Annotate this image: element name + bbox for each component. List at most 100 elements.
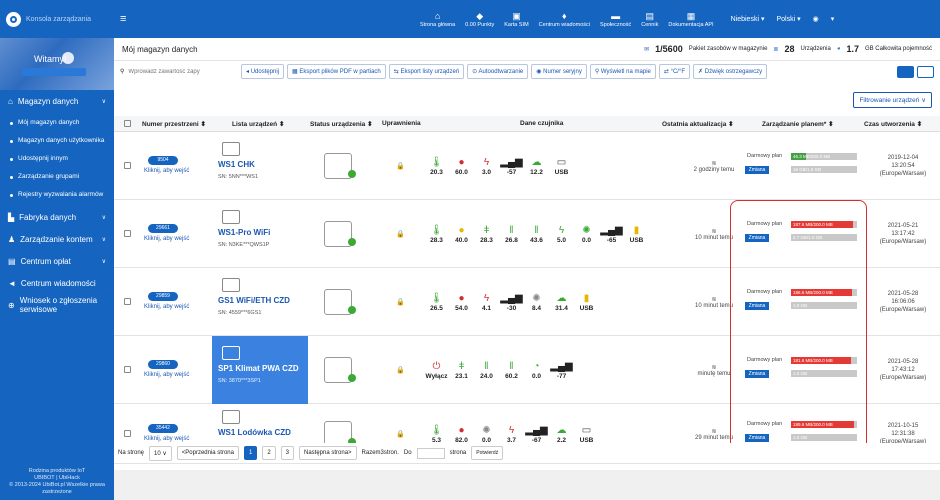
sensor-reading[interactable]: ǂ 23.1 (455, 361, 468, 380)
search-icon[interactable]: ⚲ (120, 69, 125, 75)
enter-link[interactable]: Kliknij, aby wejść (144, 304, 190, 310)
nav-item-4[interactable]: ▬ Społeczność (600, 10, 632, 28)
sidebar-item-billing[interactable]: ▤ Centrum opłat ∨ (8, 256, 106, 266)
nav-item-6[interactable]: ▦ Dokumentacja API (668, 10, 714, 28)
brand[interactable]: Konsola zarządzania (0, 0, 114, 38)
sensor-reading[interactable]: ✺ 0.0 (581, 225, 592, 244)
sensor-reading[interactable]: ● 82.0 (455, 425, 468, 444)
space-number-badge[interactable]: 29661 (148, 224, 178, 233)
confirm-button[interactable]: Potwierdź (471, 446, 504, 460)
sensor-reading[interactable]: 🌡 28.3 (430, 225, 443, 244)
sensor-reading[interactable]: ▭ USB (554, 157, 569, 176)
sidebar-item-share[interactable]: Udostępnij innym (0, 152, 114, 166)
space-number-badge[interactable]: 29859 (148, 292, 178, 301)
device-name[interactable]: GS1 WiFi/ETH CZD (218, 296, 290, 305)
table-row[interactable]: 29860 Kliknij, aby wejść SP1 Klimat PWA … (114, 336, 940, 404)
unit-toggle-button[interactable]: ⇄ °C/°F (658, 64, 691, 79)
sensor-reading[interactable]: ● 60.0 (455, 157, 468, 176)
col-created[interactable]: Czas utworzenia ⬍ (864, 120, 923, 128)
nav-item-1[interactable]: ◆ 0.00 Punkty (465, 10, 495, 28)
sensor-reading[interactable]: ϟ 4.1 (481, 293, 492, 312)
sensor-reading[interactable]: ǁ 24.0 (480, 361, 493, 380)
sidebar-item-data-storage[interactable]: ⌂ Magazyn danych ∨ (8, 96, 106, 106)
sensor-reading[interactable]: ϟ 3.7 (506, 425, 517, 444)
account-icon[interactable]: ◉ (812, 16, 819, 23)
sensor-reading[interactable]: ǁ 26.8 (505, 225, 518, 244)
row-checkbox[interactable] (124, 430, 131, 437)
row-checkbox[interactable] (124, 366, 131, 373)
sensor-reading[interactable]: ϟ 3.0 (481, 157, 492, 176)
device-name[interactable]: WS1 Lodówka CZD (218, 428, 291, 437)
nav-item-0[interactable]: ⌂ Strona główna (420, 10, 456, 28)
sensor-reading[interactable]: ⏻ Wyłącz (425, 361, 448, 380)
sensor-reading[interactable]: ● 40.0 (455, 225, 468, 244)
table-row[interactable]: 35442 Kliknij, aby wejść WS1 Lodówka CZD… (114, 404, 940, 464)
col-plan[interactable]: Zarządzanie planem* ⬍ (762, 120, 834, 128)
page-2-button[interactable]: 2 (262, 446, 276, 460)
space-number-badge[interactable]: 29860 (148, 360, 178, 369)
sensor-reading[interactable]: ▂▄▆ -65 (600, 225, 623, 244)
per-page-select[interactable]: 10 ∨ (149, 445, 172, 461)
sidebar-item-my-storage[interactable]: Mój magazyn danych (0, 116, 114, 130)
table-row[interactable]: 9504 Kliknij, aby wejść WS1 CHK SN: 5NN*… (114, 132, 940, 200)
table-row[interactable]: 29661 Kliknij, aby wejść WS1-Pro WiFi SN… (114, 200, 940, 268)
sensor-reading[interactable]: 🌡 5.3 (430, 425, 443, 444)
sensor-reading[interactable]: ▮ USB (629, 225, 644, 244)
prev-page-button[interactable]: <Poprzednia strona (176, 446, 239, 460)
sensor-reading[interactable]: ▮ USB (579, 293, 594, 312)
sidebar-item-account[interactable]: ♟ Zarządzanie kontem ∨ (8, 234, 106, 244)
alarm-sound-button[interactable]: ✗ Dźwięk ostrzegawczy (693, 64, 768, 79)
change-plan-button[interactable]: Zmiana (745, 302, 769, 310)
language-menu[interactable]: Polski ▾ (776, 16, 801, 23)
change-plan-button[interactable]: Zmiana (745, 166, 769, 174)
sensor-reading[interactable]: ǁ 43.6 (530, 225, 543, 244)
space-number-badge[interactable]: 9504 (148, 156, 178, 165)
device-name[interactable]: WS1 CHK (218, 160, 255, 169)
serial-number-button[interactable]: ◉ Numer seryjny (531, 64, 587, 79)
next-page-button[interactable]: Następna strona> (299, 446, 357, 460)
grid-view-icon[interactable] (917, 65, 934, 78)
sensor-reading[interactable]: ☁ 2.2 (556, 425, 567, 444)
avatar[interactable] (62, 52, 74, 64)
sensor-reading[interactable]: ✺ 8.4 (531, 293, 542, 312)
space-number-badge[interactable]: 35442 (148, 424, 178, 433)
sidebar-item-user-storage[interactable]: Magazyn danych użytkownika (0, 134, 114, 148)
device-name[interactable]: SP1 Klimat PWA CZD (218, 364, 299, 373)
sensor-reading[interactable]: ǁ 60.2 (505, 361, 518, 380)
sidebar-item-groups[interactable]: Zarządzanie grupami (0, 170, 114, 184)
goto-page-input[interactable] (416, 447, 445, 459)
row-checkbox[interactable] (124, 298, 131, 305)
change-plan-button[interactable]: Zmiana (745, 434, 769, 442)
user-menu[interactable]: Niebieski ▾ (730, 16, 765, 23)
sensor-reading[interactable]: ▂▄▆ -77 (550, 361, 573, 380)
sidebar-item-messages[interactable]: ◄ Centrum wiadomości (8, 278, 96, 288)
row-checkbox[interactable] (124, 230, 131, 237)
sensor-reading[interactable]: ✺ 0.0 (481, 425, 492, 444)
table-row[interactable]: 29859 Kliknij, aby wejść GS1 WiFi/ETH CZ… (114, 268, 940, 336)
enter-link[interactable]: Kliknij, aby wejść (144, 372, 190, 378)
nav-item-5[interactable]: ▤ Cennik (641, 10, 659, 28)
device-name[interactable]: WS1-Pro WiFi (218, 228, 271, 237)
sidebar-item-data-factory[interactable]: ▙ Fabryka danych ∨ (8, 212, 106, 222)
device-cell[interactable] (212, 336, 308, 404)
col-last-update[interactable]: Ostatnia aktualizacja ⬍ (662, 120, 734, 128)
enter-link[interactable]: Kliknij, aby wejść (144, 236, 190, 242)
col-space-number[interactable]: Numer przestrzeni ⬍ (142, 120, 206, 128)
map-view-button[interactable]: ⚲ Wyświetl na mapie (589, 64, 656, 79)
row-checkbox[interactable] (124, 162, 131, 169)
sensor-reading[interactable]: ◔ 0.0 (531, 361, 542, 380)
change-plan-button[interactable]: Zmiana (745, 234, 769, 242)
enter-link[interactable]: Kliknij, aby wejść (144, 168, 190, 174)
sensor-reading[interactable]: ▂▄▆ -67 (525, 425, 548, 444)
enter-link[interactable]: Kliknij, aby wejść (144, 436, 190, 442)
sensor-reading[interactable]: 🌡 26.5 (430, 293, 443, 312)
sensor-reading[interactable]: ● 54.0 (455, 293, 468, 312)
export-pdf-button[interactable]: ▦ Eksport plików PDF w partiach (287, 64, 386, 79)
menu-toggle-icon[interactable]: ≡ (120, 13, 127, 25)
nav-item-2[interactable]: ▣ Karta SIM (504, 10, 529, 28)
page-1-button[interactable]: 1 (243, 446, 258, 460)
share-button[interactable]: ◂ Udostępnij (241, 64, 285, 79)
sidebar-item-service[interactable]: ⊕ Wniosek o zgłoszenia serwisowe (8, 296, 98, 314)
select-all-checkbox[interactable] (124, 120, 131, 127)
sensor-reading[interactable]: ▂▄▆ -30 (500, 293, 523, 312)
